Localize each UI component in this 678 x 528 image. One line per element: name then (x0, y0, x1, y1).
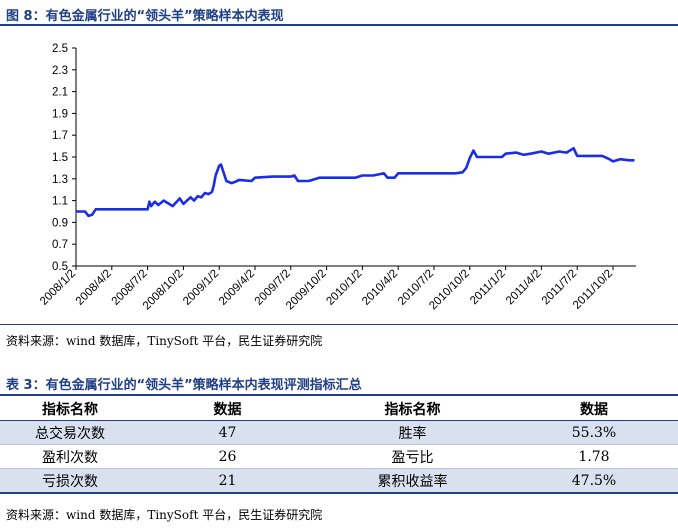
table-cell: 26 (218, 448, 237, 465)
x-tick-label: 2008/4/2 (74, 268, 114, 308)
table-caption-rule (0, 394, 678, 396)
y-tick-label: 2.1 (52, 87, 68, 99)
x-tick-label: 2010/4/2 (360, 268, 400, 308)
y-tick-label: 1.7 (52, 130, 68, 142)
figure-caption-rule (0, 24, 678, 26)
header-value-2: 数据 (580, 401, 608, 418)
x-tick-label: 2011/1/2 (468, 268, 508, 308)
table-row: 盈利次数 26 盈亏比 1.78 (0, 445, 678, 469)
x-tick-label: 2009/1/2 (181, 268, 221, 308)
table-cell: 累积收益率 (315, 468, 510, 493)
x-tick-label: 2011/4/2 (504, 268, 544, 308)
header-value-1: 数据 (213, 401, 242, 418)
metrics-table: 指标名称 数据 指标名称 数据 总交易次数 47 胜率 55.3% 盈利次数 2… (0, 397, 678, 493)
y-tick-label: 0.7 (52, 239, 68, 251)
figure-source: 资料来源：wind 数据库，TinySoft 平台，民生证券研究院 (6, 334, 323, 348)
header-metric-name-1: 指标名称 (42, 401, 98, 418)
y-tick-label: 2.5 (52, 43, 68, 55)
x-tick-label: 2010/1/2 (324, 268, 364, 308)
header-metric-name-2: 指标名称 (384, 401, 441, 418)
y-tick-label: 1.9 (52, 108, 68, 120)
y-tick-label: 1.1 (52, 196, 68, 208)
table-header-row: 指标名称 数据 指标名称 数据 (0, 397, 678, 421)
x-tick-label: 2011/10/2 (571, 268, 615, 312)
table-cell: 盈亏比 (391, 449, 434, 466)
y-tick-label: 2.3 (52, 65, 68, 77)
figure-bottom-rule (0, 324, 678, 325)
table-cell: 47 (140, 420, 315, 445)
line-chart: 2.5 2.3 2.1 1.9 1.7 1.5 1.3 1.1 0.9 0.7 0.5 2008/1… (38, 43, 636, 312)
y-tick-label: 0.5 (52, 261, 68, 273)
y-tick-label: 1.3 (52, 174, 68, 186)
x-tick-label: 2009/4/2 (217, 268, 257, 308)
table-cell: 亏损次数 (0, 468, 140, 493)
y-tick-label: 0.9 (52, 217, 68, 229)
table-row: 总交易次数 47 胜率 55.3% (0, 420, 678, 445)
table-cell: 盈利次数 (42, 449, 98, 466)
x-tick-label: 2008/1/2 (38, 268, 78, 308)
table-row: 亏损次数 21 累积收益率 47.5% (0, 468, 678, 493)
series-line (76, 147, 635, 218)
figure-caption: 图 8：有色金属行业的“领头羊”策略样本内表现 (6, 9, 284, 24)
table-caption: 表 3：有色金属行业的“领头羊”策略样本内表现评测指标汇总 (6, 378, 362, 393)
table-cell: 55.3% (510, 420, 678, 445)
table-cell: 胜率 (315, 420, 510, 445)
table-cell: 1.78 (578, 448, 610, 465)
table-bottom-rule (0, 492, 678, 494)
y-tick-label: 1.5 (52, 152, 68, 164)
table-cell: 总交易次数 (0, 420, 140, 445)
table-cell: 47.5% (510, 468, 678, 493)
table-source: 资料来源：wind 数据库，TinySoft 平台，民生证券研究院 (6, 508, 323, 522)
table-cell: 21 (140, 468, 315, 493)
